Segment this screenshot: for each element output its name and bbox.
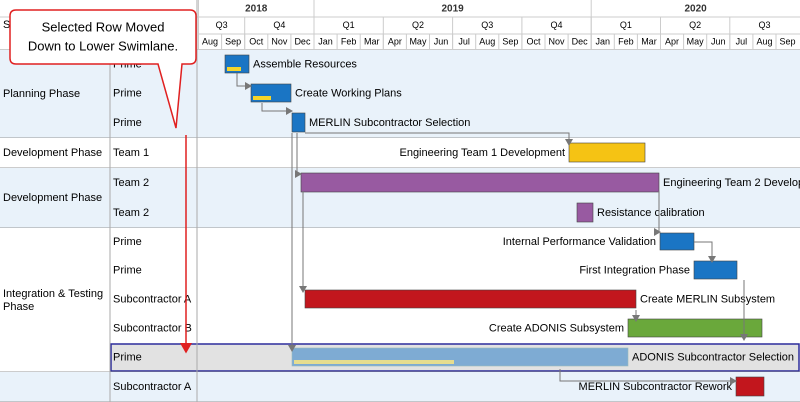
month-label: Jan: [595, 36, 610, 46]
month-label: Jan: [318, 36, 333, 46]
dependency-arrow: [559, 369, 737, 385]
month-label: May: [409, 36, 427, 46]
swimlane-name: Development Phase: [3, 147, 102, 159]
month-label: Jun: [711, 36, 726, 46]
row-owner: Team 1: [113, 147, 149, 159]
task-bar: [693, 260, 738, 280]
swimlane-name-line: Integration & Testing: [3, 288, 103, 300]
month-label: Aug: [479, 36, 495, 46]
task-label: ADONIS Subcontractor Selection: [632, 351, 794, 363]
month-label: Sep: [780, 36, 796, 46]
task-bar: [568, 142, 646, 163]
dependency-arrow: [305, 132, 573, 146]
callout-text: Selected Row Moved: [42, 19, 165, 34]
dependency-arrow: [654, 191, 661, 236]
month-label: Oct: [526, 36, 541, 46]
month-label: Nov: [271, 36, 288, 46]
year-label: 2019: [441, 4, 464, 15]
month-label: May: [687, 36, 705, 46]
task-label: MERLIN Subcontractor Rework: [579, 381, 733, 393]
month-label: Apr: [665, 36, 679, 46]
row-owner: Prime: [113, 87, 142, 99]
row-owner: Prime: [113, 117, 142, 129]
task-label: Internal Performance Validation: [503, 236, 656, 248]
progress-bar: [294, 360, 454, 364]
row-owner: Prime: [113, 351, 142, 363]
month-label: Jul: [458, 36, 470, 46]
month-label: Sep: [225, 36, 241, 46]
task-bar: [576, 202, 594, 223]
month-label: Dec: [294, 36, 311, 46]
task-bar: [735, 376, 765, 397]
task-label: First Integration Phase: [579, 264, 690, 276]
task-bar: [304, 289, 637, 309]
dependency-arrow: [236, 73, 252, 90]
row-owner: Subcontractor A: [113, 293, 192, 305]
month-label: Mar: [641, 36, 657, 46]
month-label: Jul: [736, 36, 748, 46]
dependency-arrow: [694, 241, 716, 263]
row-owner: Team 2: [113, 207, 149, 219]
year-label: 2020: [684, 4, 707, 15]
quarter-label: Q3: [758, 20, 770, 30]
swimlane-name: Development Phase: [3, 192, 102, 204]
quarter-label: Q4: [273, 20, 285, 30]
swimlane: [0, 372, 800, 402]
callout-box: [9, 9, 197, 129]
month-label: Sep: [502, 36, 518, 46]
task-bar: [300, 172, 660, 193]
row-owner: Subcontractor B: [113, 322, 192, 334]
month-label: Apr: [388, 36, 402, 46]
month-label: Aug: [202, 36, 218, 46]
progress-bar: [227, 67, 241, 71]
task-label: Create MERLIN Subsystem: [640, 293, 775, 305]
task-label: MERLIN Subcontractor Selection: [309, 117, 470, 129]
quarter-label: Q3: [216, 20, 228, 30]
progress-bar: [253, 96, 271, 100]
row-owner: Prime: [113, 264, 142, 276]
swimlane-name-line: Phase: [3, 301, 34, 313]
year-label: 2018: [245, 4, 268, 15]
month-label: Feb: [618, 36, 634, 46]
month-label: Dec: [572, 36, 589, 46]
quarter-label: Q2: [689, 20, 701, 30]
task-label: Create ADONIS Subsystem: [489, 322, 624, 334]
quarter-label: Q1: [343, 20, 355, 30]
dependency-arrow: [261, 103, 293, 115]
month-label: Feb: [341, 36, 357, 46]
quarter-label: Q3: [481, 20, 493, 30]
swimlane-name: Planning Phase: [3, 88, 80, 100]
quarter-label: Q4: [551, 20, 563, 30]
task-label: Resistance calibration: [597, 207, 705, 219]
quarter-label: Q2: [412, 20, 424, 30]
task-label: Engineering Team 2 Develop: [663, 177, 800, 189]
month-label: Mar: [364, 36, 380, 46]
month-label: Aug: [756, 36, 772, 46]
row-owner: Team 2: [113, 177, 149, 189]
swimlane: [0, 138, 800, 168]
row-owner: Subcontractor A: [113, 381, 192, 393]
task-bar: [659, 232, 695, 251]
quarter-label: Q1: [620, 20, 632, 30]
month-label: Nov: [549, 36, 566, 46]
swimlane-name: Integration & Testing Phase: [3, 288, 103, 313]
task-label: Assemble Resources: [253, 58, 357, 70]
row-owner: Prime: [113, 236, 142, 248]
task-label: Engineering Team 1 Development: [399, 147, 565, 159]
month-label: Jun: [434, 36, 449, 46]
callout-text: Down to Lower Swimlane.: [28, 38, 178, 53]
task-label: Create Working Plans: [295, 87, 402, 99]
task-bar: [291, 112, 306, 133]
dependency-arrow: [295, 133, 302, 178]
month-label: Oct: [249, 36, 264, 46]
task-bar: [627, 318, 763, 338]
